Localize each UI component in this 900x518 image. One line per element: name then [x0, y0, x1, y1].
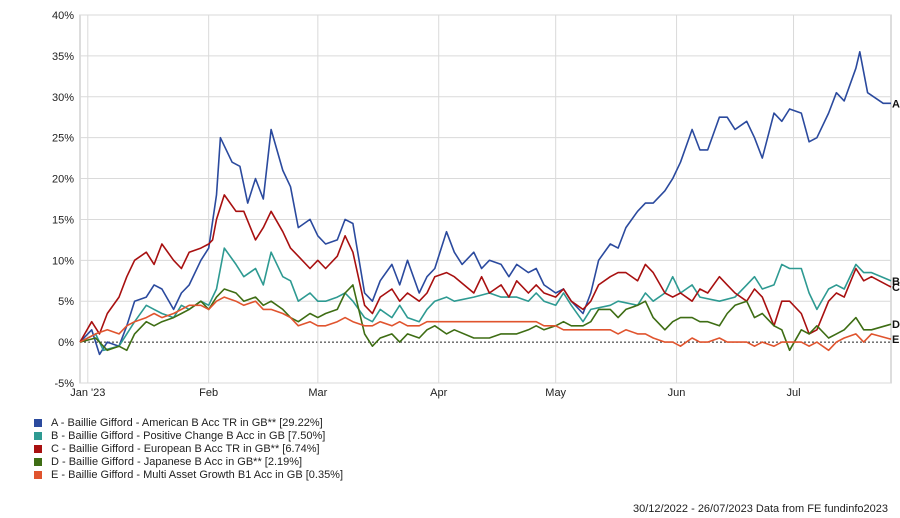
legend-item-b: B - Baillie Gifford - Positive Change B …	[34, 429, 343, 442]
legend-swatch	[34, 431, 42, 440]
y-tick-label: 5%	[58, 296, 74, 308]
end-label-a: A	[892, 98, 900, 110]
legend-swatch	[34, 444, 42, 453]
legend-item-c: C - Baillie Gifford - European B Acc TR …	[34, 442, 343, 455]
series-line-c	[79, 194, 892, 343]
series-line-e	[79, 296, 892, 352]
legend-label: D - Baillie Gifford - Japanese B Acc in …	[51, 455, 303, 468]
chart-grid	[79, 14, 892, 384]
end-label-d: D	[892, 319, 900, 331]
series-line-b	[79, 247, 892, 352]
x-tick-label: Apr	[430, 387, 447, 399]
y-tick-label: 10%	[52, 255, 74, 267]
x-tick-label: Jun	[668, 387, 686, 399]
y-tick-label: 15%	[52, 214, 74, 226]
legend-label: B - Baillie Gifford - Positive Change B …	[51, 429, 326, 442]
legend-swatch	[34, 457, 42, 466]
x-tick-label: Mar	[308, 387, 327, 399]
chart-legend: A - Baillie Gifford - American B Acc TR …	[34, 416, 343, 481]
legend-item-a: A - Baillie Gifford - American B Acc TR …	[34, 416, 343, 429]
legend-item-e: E - Baillie Gifford - Multi Asset Growth…	[34, 468, 343, 481]
y-tick-label: 35%	[52, 51, 74, 63]
end-label-e: E	[892, 334, 899, 346]
series-line-a	[79, 51, 891, 356]
legend-swatch	[34, 418, 42, 427]
chart-axes: -5% 0% 5% 10% 15% 20% 25% 30% 35% 40% Jan '23 Feb Ma…	[52, 10, 801, 399]
legend-label: E - Baillie Gifford - Multi Asset Growth…	[51, 468, 344, 481]
plot-area	[79, 14, 892, 384]
chart-series	[79, 51, 892, 356]
y-tick-label: 40%	[52, 10, 74, 22]
x-tick-label: Jan '23	[70, 387, 105, 399]
series-end-labels: A BC DE	[892, 98, 900, 346]
date-range-footer: 30/12/2022 - 26/07/2023 Data from FE fun…	[632, 503, 888, 515]
legend-label: A - Baillie Gifford - American B Acc TR …	[51, 416, 323, 429]
y-tick-label: 25%	[52, 133, 74, 145]
legend-swatch	[34, 470, 42, 479]
x-tick-label: Jul	[786, 387, 800, 399]
series-line-d	[79, 284, 892, 352]
performance-chart: -5% 0% 5% 10% 15% 20% 25% 30% 35% 40% Jan '23 Feb Ma…	[52, 10, 900, 399]
legend-label: C - Baillie Gifford - European B Acc TR …	[51, 442, 320, 455]
y-tick-label: 0%	[58, 337, 74, 349]
end-label-c: C	[892, 282, 900, 294]
y-tick-label: 20%	[52, 174, 74, 186]
end-label-b: B	[892, 276, 900, 288]
x-tick-label: Feb	[199, 387, 218, 399]
legend-item-d: D - Baillie Gifford - Japanese B Acc in …	[34, 455, 343, 468]
y-tick-label: 30%	[52, 92, 74, 104]
x-tick-label: May	[545, 387, 566, 399]
y-tick-label: -5%	[54, 378, 74, 390]
